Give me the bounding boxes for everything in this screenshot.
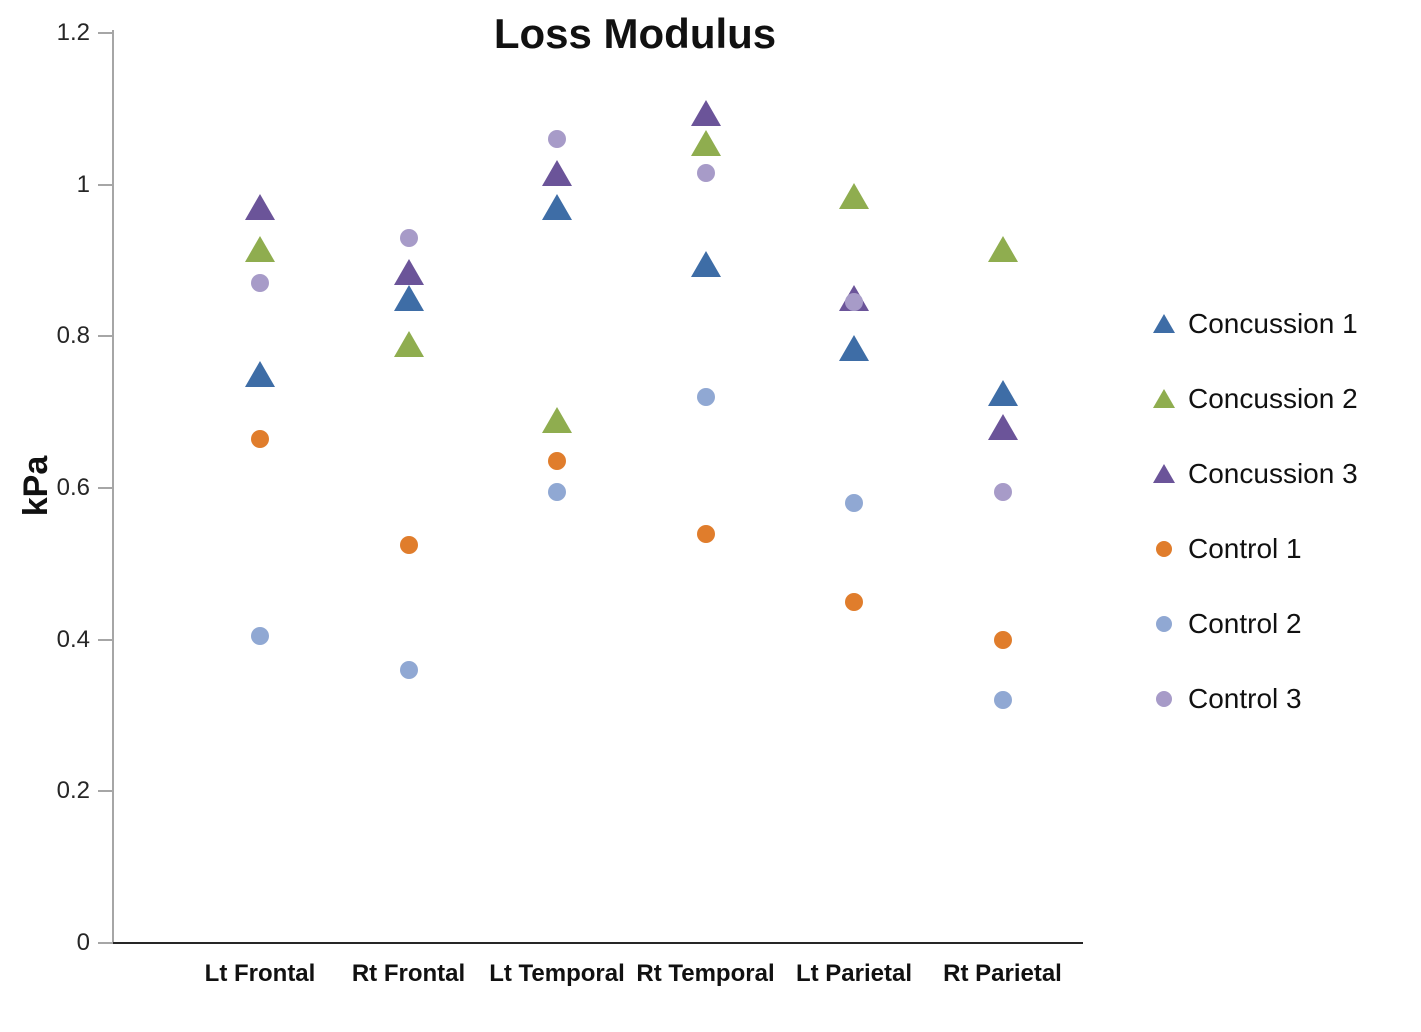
- data-point: [393, 330, 424, 357]
- legend-label: Concussion 3: [1188, 457, 1358, 489]
- x-category-label: Rt Temporal: [636, 960, 775, 987]
- x-category-label: Rt Frontal: [351, 960, 466, 987]
- data-point: [987, 414, 1018, 441]
- data-point: [696, 388, 715, 406]
- circle-marker-icon: [1146, 540, 1182, 557]
- legend-label: Concussion 1: [1188, 307, 1358, 339]
- y-tick-label: 0.2: [56, 777, 90, 805]
- legend-label: Control 1: [1188, 532, 1302, 564]
- legend-label: Control 2: [1188, 607, 1302, 639]
- y-tick-mark: [98, 942, 113, 944]
- data-point: [245, 236, 275, 263]
- legend-marker-shape: [1153, 389, 1175, 408]
- data-point: [251, 429, 269, 448]
- triangle-marker-icon: [1146, 464, 1182, 483]
- legend-marker-shape: [1156, 690, 1172, 707]
- data-point: [542, 160, 572, 187]
- chart-title: Loss Modulus: [493, 10, 777, 57]
- data-point: [845, 494, 863, 513]
- data-point: [542, 194, 572, 221]
- legend-marker-shape: [1153, 314, 1175, 333]
- data-point: [690, 129, 721, 156]
- data-point: [245, 361, 275, 388]
- data-point: [542, 406, 572, 433]
- x-category-label: Rt Parietal: [943, 960, 1062, 987]
- data-point: [696, 164, 715, 183]
- data-point: [845, 293, 863, 312]
- data-point: [993, 691, 1012, 710]
- triangle-marker-icon: [1146, 314, 1182, 333]
- data-point: [839, 183, 869, 210]
- y-tick-mark: [98, 183, 113, 186]
- data-point: [548, 130, 566, 149]
- x-axis-line: [113, 942, 1083, 944]
- y-tick-label: 0: [76, 929, 90, 956]
- data-point: [690, 99, 721, 126]
- y-tick-label: 0.6: [56, 474, 90, 501]
- legend-label: Concussion 2: [1188, 382, 1358, 414]
- data-point: [839, 334, 869, 361]
- x-category-label: Lt Temporal: [489, 960, 625, 987]
- legend-item: Concussion 1: [1146, 286, 1416, 361]
- data-point: [399, 535, 418, 554]
- legend-marker-shape: [1156, 540, 1172, 557]
- y-axis-line: [112, 30, 114, 943]
- data-point: [548, 452, 566, 471]
- y-tick-mark: [98, 638, 113, 641]
- data-point: [993, 630, 1012, 649]
- data-point: [993, 482, 1012, 501]
- legend-label: Control 3: [1188, 682, 1302, 714]
- y-tick-label: 1.2: [56, 19, 90, 46]
- data-point: [251, 274, 269, 293]
- legend-item: Control 3: [1146, 661, 1416, 736]
- legend-item: Concussion 2: [1146, 361, 1416, 436]
- data-point: [251, 626, 269, 645]
- y-tick-label: 1: [76, 170, 90, 198]
- y-tick-label: 0.4: [56, 625, 90, 653]
- circle-marker-icon: [1146, 615, 1182, 632]
- data-point: [690, 251, 721, 278]
- data-point: [399, 228, 418, 247]
- legend-item: Concussion 3: [1146, 436, 1416, 511]
- data-point: [393, 285, 424, 312]
- data-point: [399, 661, 418, 679]
- legend-marker-shape: [1156, 615, 1172, 632]
- legend-marker-shape: [1153, 464, 1175, 483]
- y-tick-mark: [98, 32, 113, 34]
- y-tick-label: 0.8: [56, 322, 90, 350]
- x-category-label: Lt Parietal: [795, 960, 913, 987]
- y-tick-mark: [98, 335, 113, 338]
- circle-marker-icon: [1146, 690, 1182, 707]
- triangle-marker-icon: [1146, 389, 1182, 408]
- data-point: [548, 482, 566, 501]
- data-point: [987, 380, 1018, 407]
- legend-item: Control 2: [1146, 586, 1416, 661]
- legend-item: Control 1: [1146, 511, 1416, 586]
- legend: Concussion 1 Concussion 2 Concussion 3 Cont…: [1146, 286, 1416, 736]
- y-tick-mark: [98, 487, 113, 489]
- x-category-label: Lt Frontal: [204, 960, 316, 987]
- data-point: [696, 524, 715, 543]
- data-point: [393, 258, 424, 285]
- y-tick-mark: [98, 790, 113, 793]
- data-point: [987, 236, 1018, 263]
- data-point: [245, 194, 275, 221]
- data-point: [845, 592, 863, 611]
